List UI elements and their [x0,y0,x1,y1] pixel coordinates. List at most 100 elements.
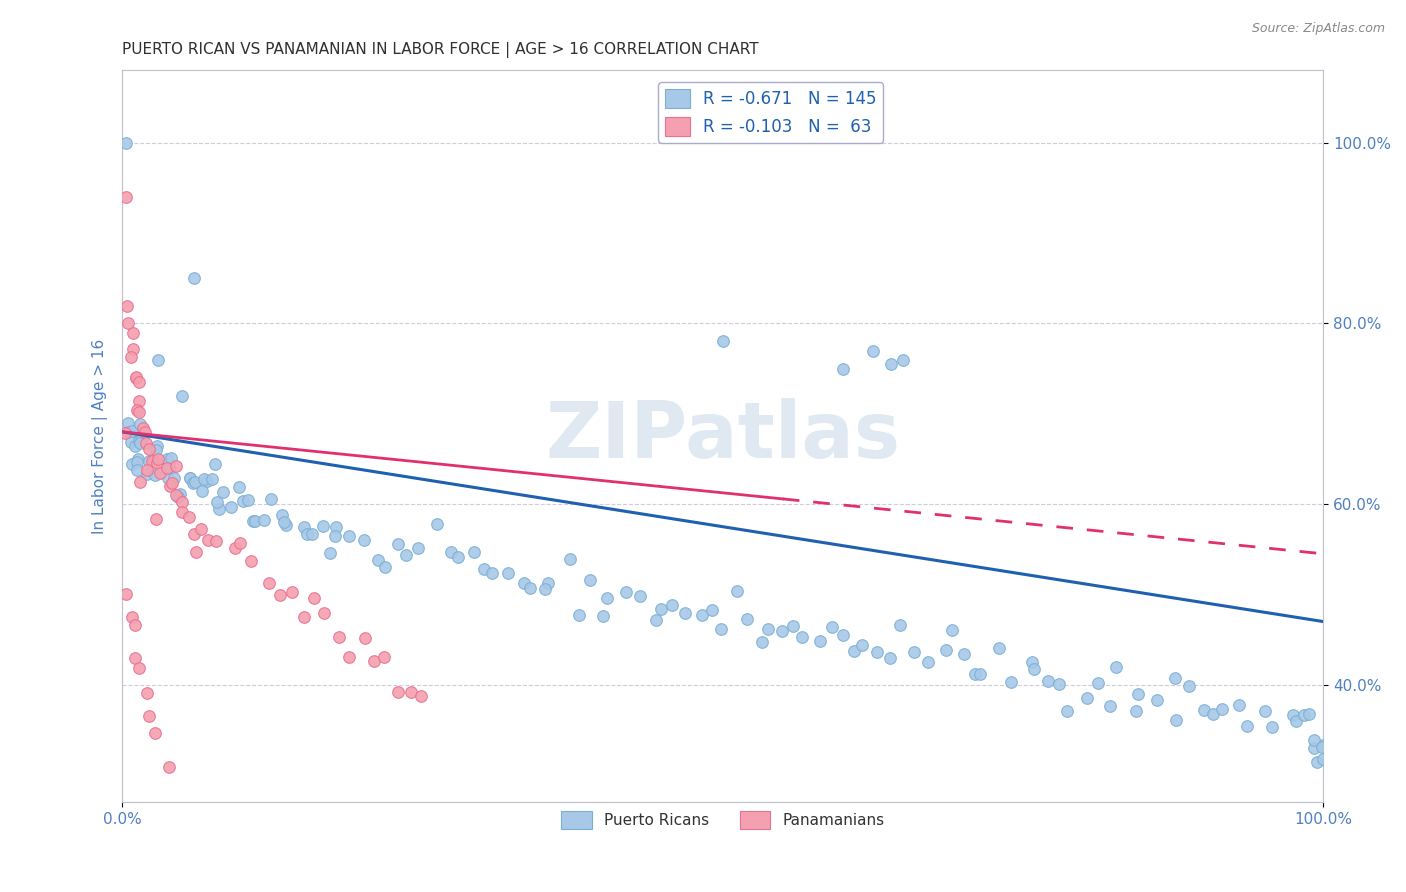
Point [208,501,231,516]
Point [614,584,637,599]
Point [135,686,157,700]
Point [447,549,470,564]
Point [1098,698,1121,713]
Point [711,334,734,349]
Point [242,514,264,528]
Point [146,439,169,453]
Point [125,371,148,385]
Point [269,588,291,602]
Point [301,527,323,541]
Point [1021,655,1043,669]
Point [395,548,418,562]
Point [156,461,179,475]
Point [472,562,495,576]
Point [401,685,423,699]
Point [1125,704,1147,718]
Point [224,541,246,555]
Point [673,606,696,620]
Point [558,551,581,566]
Point [124,618,146,632]
Point [751,634,773,648]
Point [128,475,150,489]
Point [114,190,136,204]
Point [183,271,205,285]
Point [138,709,160,723]
Point [183,475,205,489]
Point [1087,676,1109,690]
Point [1164,713,1187,727]
Point [183,527,205,541]
Point [1047,676,1070,690]
Point [200,472,222,486]
Point [179,471,201,485]
Point [808,633,831,648]
Point [143,725,166,739]
Point [125,426,148,441]
Point [207,495,229,509]
Point [537,576,560,591]
Point [710,622,733,636]
Point [903,644,925,658]
Point [132,421,155,435]
Point [229,536,252,550]
Point [274,517,297,532]
Point [114,426,136,441]
Point [134,425,156,439]
Point [236,493,259,508]
Point [219,500,242,514]
Point [156,471,179,485]
Point [135,435,157,450]
Point [406,541,429,556]
Point [117,425,139,439]
Point [128,661,150,675]
Point [851,638,873,652]
Point [125,403,148,417]
Point [319,546,342,560]
Point [987,641,1010,656]
Point [367,552,389,566]
Point [463,545,485,559]
Point [281,584,304,599]
Point [172,389,194,403]
Point [842,644,865,658]
Point [190,522,212,536]
Point [1261,720,1284,734]
Point [1211,702,1233,716]
Point [128,405,150,419]
Point [128,434,150,448]
Point [181,476,204,491]
Point [240,553,263,567]
Point [1000,674,1022,689]
Point [292,520,315,534]
Point [337,649,360,664]
Point [159,451,181,466]
Point [114,136,136,150]
Point [120,435,142,450]
Point [191,483,214,498]
Point [117,317,139,331]
Point [228,480,250,494]
Point [891,352,914,367]
Point [148,352,170,367]
Point [131,431,153,445]
Point [145,443,167,458]
Point [650,602,672,616]
Point [831,628,853,642]
Point [124,439,146,453]
Point [935,642,957,657]
Point [1192,703,1215,717]
Point [513,576,536,591]
Point [534,582,557,596]
Point [363,654,385,668]
Point [143,468,166,483]
Point [292,610,315,624]
Point [1105,660,1128,674]
Point [374,559,396,574]
Point [578,573,600,587]
Text: ZIPatlas: ZIPatlas [546,399,900,475]
Point [121,457,143,471]
Point [273,515,295,529]
Point [121,609,143,624]
Legend: Puerto Ricans, Panamanians: Puerto Ricans, Panamanians [555,805,890,835]
Point [159,461,181,475]
